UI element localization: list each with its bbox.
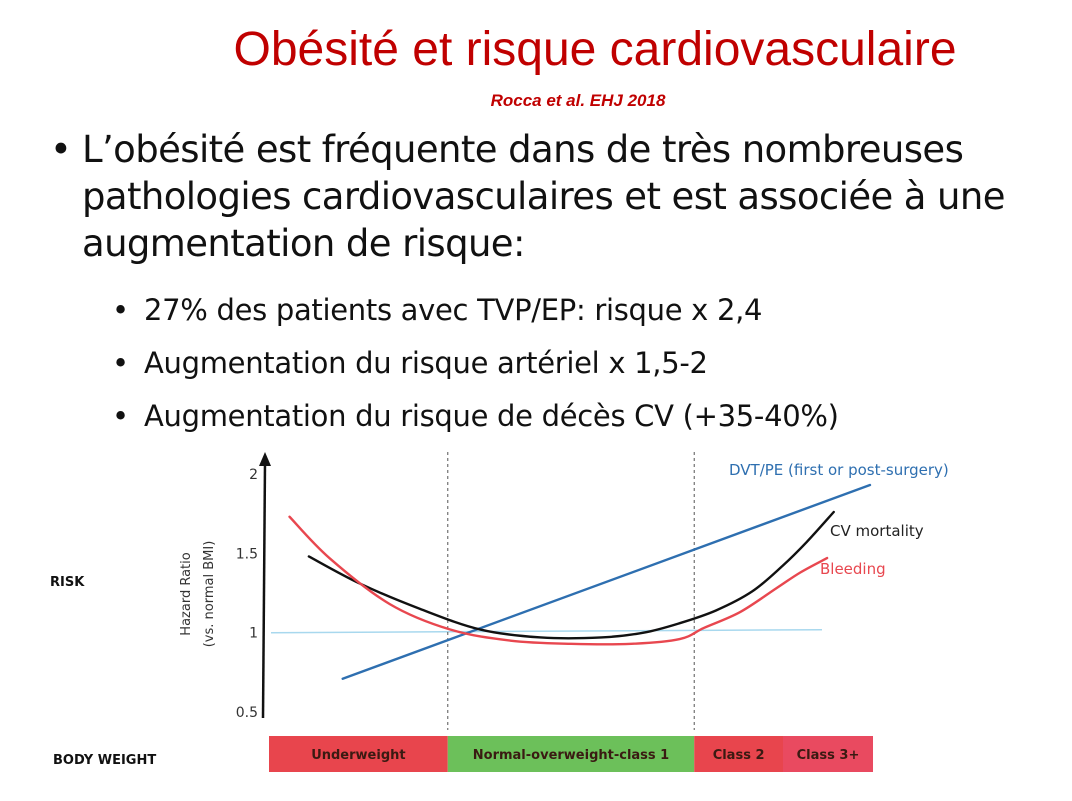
reference-line	[270, 628, 823, 634]
subpoint-text: 27% des patients avec TVP/EP: risque x 2…	[144, 293, 763, 327]
lead-bullet: •	[50, 128, 72, 171]
hazard-ratio-chart: RISK BODY WEIGHT Hazard Ratio (vs. normal B…	[50, 452, 949, 772]
category-band	[694, 736, 784, 772]
series-line-dvt-pe	[341, 483, 872, 680]
category-label: Normal-overweight-class 1	[473, 748, 669, 763]
category-band	[783, 736, 873, 772]
subpoint-text: Augmentation du risque artériel x 1,5-2	[144, 346, 708, 380]
y-tick-label: 2	[249, 467, 258, 483]
series-label-cv-mortality: CV mortality	[830, 522, 924, 540]
category-label: Underweight	[311, 748, 405, 763]
lead-paragraph: L’obésité est fréquente dans de très nom…	[82, 128, 1006, 265]
subpoint-text: Augmentation du risque de décès CV (+35-…	[144, 399, 839, 433]
y-axis-subtitle: (vs. normal BMI)	[202, 541, 217, 648]
series-line-cv-mortality	[307, 510, 835, 640]
subpoint-bullet: •	[112, 346, 129, 380]
y-tick-label: 0.5	[236, 705, 258, 721]
y-axis-line	[261, 461, 267, 719]
subpoint-list: • 27% des patients avec TVP/EP: risque x…	[112, 290, 1062, 449]
y-tick-label: 1.5	[236, 546, 258, 562]
subpoint-bullet: •	[112, 293, 129, 327]
body-weight-label: BODY WEIGHT	[53, 753, 156, 768]
category-label: Class 2	[713, 748, 765, 763]
y-axis-arrow	[259, 452, 271, 466]
subpoint-item: • 27% des patients avec TVP/EP: risque x…	[112, 290, 1062, 343]
subpoint-bullet: •	[112, 399, 129, 433]
subpoint-item: • Augmentation du risque de décès CV (+3…	[112, 396, 1062, 449]
series-label-bleeding: Bleeding	[820, 560, 886, 578]
category-band	[269, 736, 448, 772]
y-axis-title: Hazard Ratio	[179, 552, 194, 635]
slide-citation: Rocca et al. EHJ 2018	[490, 91, 666, 110]
category-band	[447, 736, 695, 772]
y-tick-label: 1	[249, 626, 258, 642]
series-label-dvt-pe: DVT/PE (first or post-surgery)	[729, 461, 949, 479]
category-label: Class 3+	[797, 748, 860, 763]
slide-title: Obésité et risque cardiovasculaire	[233, 23, 957, 76]
series-line-bleeding	[288, 515, 829, 646]
subpoint-item: • Augmentation du risque artériel x 1,5-…	[112, 343, 1062, 396]
risk-label: RISK	[50, 575, 85, 590]
